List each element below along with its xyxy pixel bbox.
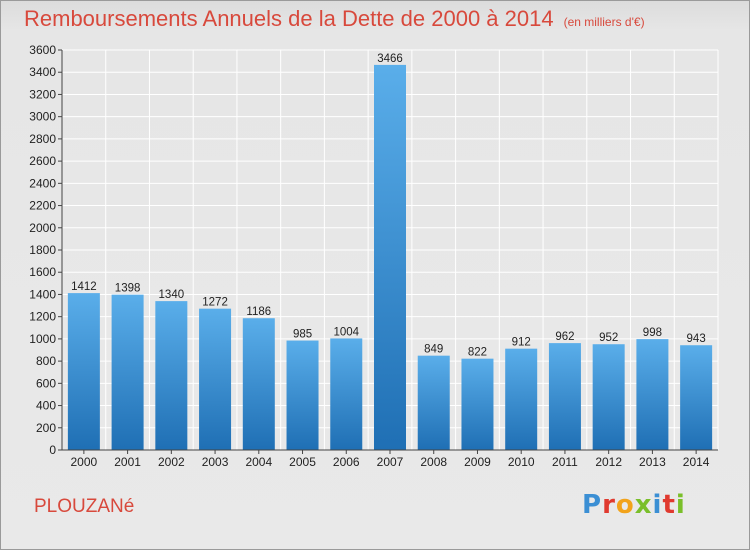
bar-2005: [286, 340, 319, 450]
brand-letter: i: [675, 490, 686, 520]
y-tick-label: 600: [36, 376, 56, 390]
bar-value-label: 952: [599, 332, 618, 344]
y-tick-label: 2800: [29, 132, 56, 146]
x-tick-label: 2000: [71, 455, 98, 469]
brand-letter: P: [582, 490, 603, 520]
x-tick-label: 2002: [158, 455, 185, 469]
bar-2009: [461, 358, 494, 450]
y-tick-label: 1000: [29, 332, 56, 346]
bar-2012: [592, 344, 625, 450]
x-tick-label: 2004: [245, 455, 272, 469]
y-tick-label: 2000: [29, 221, 56, 235]
bar-value-label: 3466: [377, 53, 403, 65]
y-tick-label: 2600: [29, 154, 56, 168]
y-tick-label: 200: [36, 421, 56, 435]
x-tick-label: 2003: [202, 455, 229, 469]
x-tick-label: 2006: [333, 455, 360, 469]
bar-2004: [242, 318, 275, 450]
bar-value-labels: 1412 1398 1340 1272 1186 985 1004 3466 849 822 912…: [71, 53, 706, 359]
bar-value-label: 912: [512, 337, 531, 349]
bar-2010: [505, 348, 538, 450]
y-tick-label: 2400: [29, 176, 56, 190]
bar-2008: [417, 355, 450, 450]
chart-title: Remboursements Annuels de la Dette de 20…: [24, 6, 645, 32]
bar-value-label: 985: [293, 329, 312, 341]
bar-value-label: 1272: [202, 297, 228, 309]
brand-letter: r: [602, 490, 616, 520]
bar-2001: [111, 294, 144, 450]
bar-2014: [680, 345, 713, 450]
bar-value-label: 1186: [246, 306, 271, 318]
y-tick-label: 1200: [29, 310, 56, 324]
y-tick-label: 3400: [29, 65, 56, 79]
brand-letter: o: [615, 490, 635, 520]
y-tick-label: 800: [36, 354, 56, 368]
brand-letter: t: [662, 490, 676, 520]
bar-2007: [374, 64, 406, 450]
y-tick-label: 1400: [29, 287, 56, 301]
x-tick-label: 2008: [420, 455, 447, 469]
y-tick-label: 3200: [29, 87, 56, 101]
bar-value-label: 1412: [71, 281, 97, 293]
y-tick-label: 3600: [29, 43, 56, 57]
y-tick-label: 1600: [29, 265, 56, 279]
y-tick-label: 3000: [29, 110, 56, 124]
chart-unit-note: (en milliers d'€): [563, 15, 645, 29]
chart-title-text: Remboursements Annuels de la Dette de 20…: [24, 6, 554, 31]
bar-value-label: 1004: [333, 326, 359, 338]
y-tick-label: 400: [36, 399, 56, 413]
bar-2003: [199, 308, 232, 450]
y-tick-label: 0: [49, 443, 56, 457]
x-tick-label: 2007: [377, 455, 404, 469]
x-tick-label: 2010: [508, 455, 535, 469]
x-tick-label: 2001: [114, 455, 141, 469]
bar-value-label: 943: [687, 333, 706, 345]
proxiti-logo[interactable]: Proxiti: [582, 490, 686, 520]
bar-value-label: 1398: [115, 283, 141, 295]
x-tick-label: 2005: [289, 455, 316, 469]
bar-2011: [548, 343, 581, 450]
bar-value-label: 822: [468, 347, 487, 359]
x-tick-label: 2011: [552, 455, 578, 469]
axes: 0 200 400 600 800 1000 1200 1400 1600 1800 2000 220…: [29, 43, 718, 469]
x-tick-label: 2013: [639, 455, 666, 469]
commune-name: PLOUZANé: [34, 496, 135, 517]
bar-2013: [636, 339, 669, 450]
x-tick-label: 2009: [464, 455, 491, 469]
x-tick-label: 2014: [683, 455, 710, 469]
y-tick-label: 2200: [29, 199, 56, 213]
bar-value-label: 849: [424, 344, 443, 356]
bar-2006: [330, 338, 363, 450]
brand-letter: i: [652, 490, 663, 520]
bars: [67, 64, 713, 450]
bar-2002: [155, 301, 188, 450]
bar-value-label: 998: [643, 327, 662, 339]
brand-letter: x: [634, 490, 653, 520]
bar-value-label: 962: [555, 331, 574, 343]
y-tick-label: 1800: [29, 243, 56, 257]
x-tick-label: 2012: [595, 455, 622, 469]
bar-2000: [67, 293, 100, 450]
bar-value-label: 1340: [159, 289, 185, 301]
